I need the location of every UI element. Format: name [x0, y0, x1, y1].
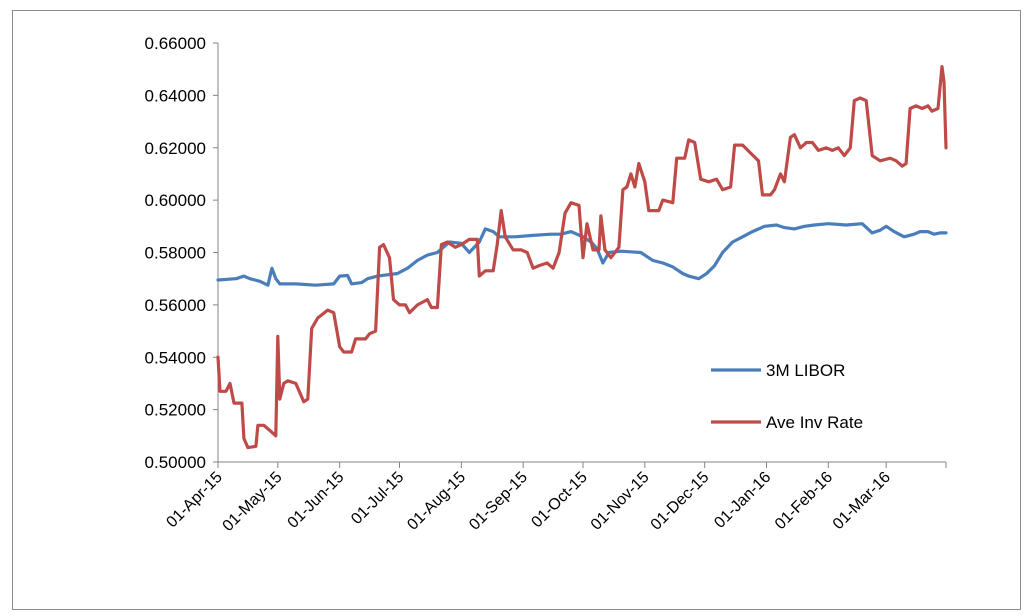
y-tick-label: 0.60000: [145, 191, 206, 210]
x-tick-label: 01-Apr-15: [163, 469, 225, 531]
y-tick-label: 0.62000: [145, 139, 206, 158]
y-tick-label: 0.56000: [145, 296, 206, 315]
x-tick-label: 01-Mar-16: [830, 469, 894, 533]
x-tick-label: 01-Jul-15: [348, 469, 407, 528]
y-tick-label: 0.58000: [145, 244, 206, 263]
series-layer: [216, 65, 948, 450]
x-tick-label: 01-Oct-15: [529, 469, 591, 531]
x-tick-label: 01-Jan-16: [711, 469, 774, 532]
y-tick-label: 0.54000: [145, 348, 206, 367]
x-tick-label: 01-Sep-15: [466, 469, 531, 534]
x-tick-label: 01-May-15: [220, 469, 286, 535]
legend-label-ave-inv-rate: Ave Inv Rate: [766, 413, 863, 432]
y-axis: 0.50000 0.52000 0.54000 0.56000 0.58000 0.600…: [145, 34, 219, 472]
x-tick-label: 01-Nov-15: [588, 469, 653, 534]
y-tick-label: 0.64000: [145, 86, 206, 105]
legend: 3M LIBOR Ave Inv Rate: [711, 361, 863, 432]
series-line-ave-inv-rate: [216, 65, 948, 450]
chart-frame: 0.50000 0.52000 0.54000 0.56000 0.58000 0.600…: [12, 10, 1021, 610]
line-chart: 0.50000 0.52000 0.54000 0.56000 0.58000 0.600…: [145, 34, 948, 535]
x-tick-label: 01-Jun-15: [285, 469, 348, 532]
y-tick-label: 0.50000: [145, 453, 206, 472]
legend-label-libor: 3M LIBOR: [766, 361, 845, 380]
y-tick-label: 0.66000: [145, 34, 206, 53]
x-tick-label: 01-Dec-15: [648, 469, 713, 534]
x-tick-label: 01-Aug-15: [404, 469, 469, 534]
y-tick-label: 0.52000: [145, 401, 206, 420]
x-tick-label: 01-Feb-16: [772, 469, 836, 533]
